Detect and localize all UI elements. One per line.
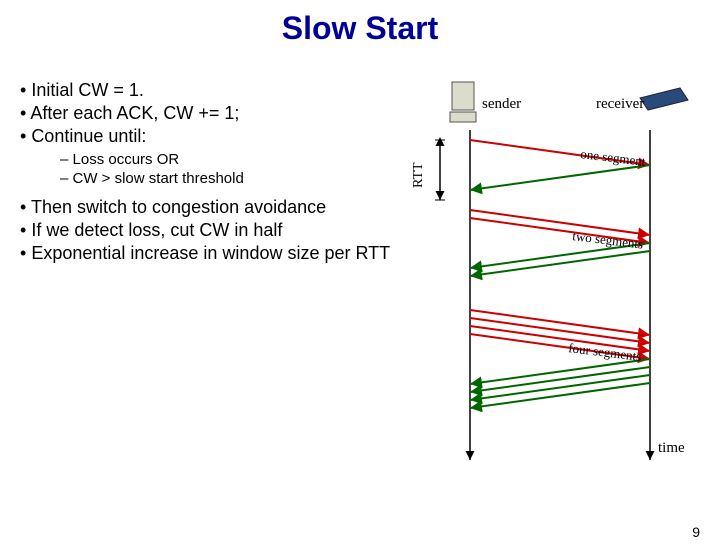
svg-text:receiver: receiver bbox=[596, 96, 644, 112]
page-title: Slow Start bbox=[0, 10, 720, 47]
bullet-4: Then switch to congestion avoidance bbox=[20, 197, 400, 218]
subbullet-2: CW > slow start threshold bbox=[60, 170, 400, 187]
svg-text:one segment: one segment bbox=[580, 146, 647, 169]
page-number: 9 bbox=[692, 524, 700, 540]
bullet-5: If we detect loss, cut CW in half bbox=[20, 220, 400, 241]
svg-text:sender: sender bbox=[482, 96, 521, 112]
subbullet-1: Loss occurs OR bbox=[60, 151, 400, 168]
bullet-1: Initial CW = 1. bbox=[20, 80, 400, 101]
bullet-content: Initial CW = 1. After each ACK, CW += 1;… bbox=[20, 80, 400, 266]
svg-text:time: time bbox=[658, 440, 685, 456]
bullet-6: Exponential increase in window size per … bbox=[20, 243, 400, 264]
bullet-2: After each ACK, CW += 1; bbox=[20, 103, 400, 124]
svg-text:RTT: RTT bbox=[411, 162, 426, 188]
bullet-3: Continue until: bbox=[20, 126, 400, 147]
slow-start-diagram: senderreceiverRTTone segmenttwo segments… bbox=[410, 80, 710, 500]
svg-text:four segments: four segments bbox=[568, 340, 643, 364]
